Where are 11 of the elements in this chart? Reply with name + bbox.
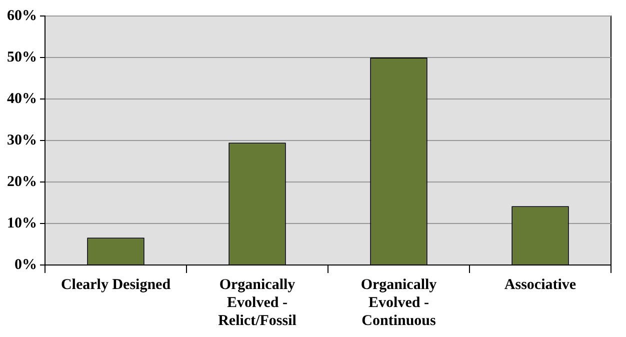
y-tick-label: 40% (7, 90, 37, 107)
y-tick-label: 10% (7, 215, 37, 232)
y-tick-label: 20% (7, 174, 37, 190)
x-tick-label: Organically Evolved - Relict/Fossil (218, 276, 296, 329)
x-tick-label: Clearly Designed (60, 276, 172, 293)
y-tick-label: 0% (14, 256, 37, 273)
x-tick-label: Associative (504, 276, 576, 293)
y-tick-label: 60% (7, 8, 37, 24)
y-tick-label: 50% (7, 49, 37, 66)
x-tick-label: Organically Evolved - Continuous (360, 276, 438, 329)
y-tick-label: 30% (7, 132, 37, 148)
